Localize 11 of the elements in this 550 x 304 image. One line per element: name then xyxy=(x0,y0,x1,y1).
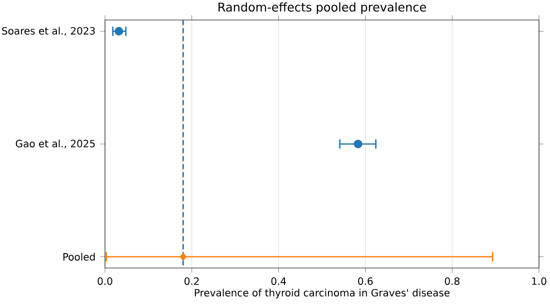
chart-title: Random-effects pooled prevalence xyxy=(218,2,426,14)
x-tick-label: 0.6 xyxy=(358,277,373,285)
x-tick-label: 0.0 xyxy=(98,277,112,285)
x-axis-title: Prevalence of thyroid carcinoma in Graves' disease xyxy=(194,288,450,298)
y-tick-label: Soares et al., 2023 xyxy=(2,26,95,36)
y-tick-label: Pooled xyxy=(63,252,95,261)
x-tick-label: 0.4 xyxy=(271,277,286,285)
x-tick-label: 1.0 xyxy=(532,277,546,285)
y-tick-label: Gao et al., 2025 xyxy=(16,140,95,148)
x-tick-label: 0.8 xyxy=(444,277,460,285)
x-tick-label: 0.2 xyxy=(184,277,199,285)
